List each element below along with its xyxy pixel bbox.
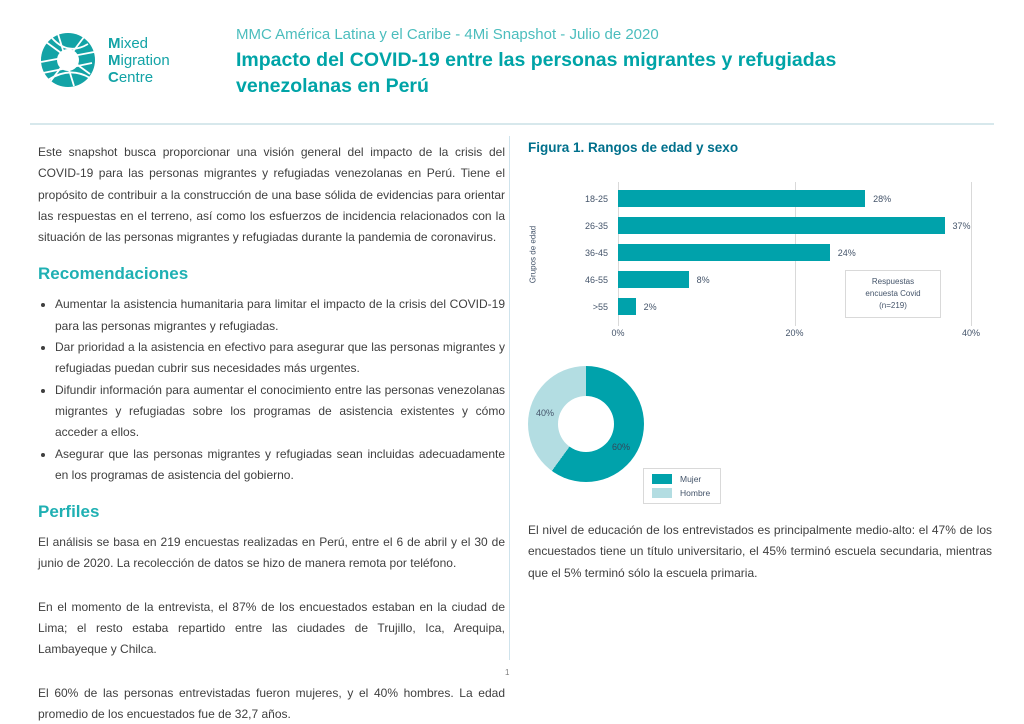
donut-hole <box>558 396 614 452</box>
bar-plot: 0% 20% 40% 28% 37% 24% 8% 2% <box>611 170 980 348</box>
gridline <box>971 182 972 326</box>
bar->55 <box>618 298 636 315</box>
x-axis-tick-label: 40% <box>961 328 981 338</box>
globe-logo-icon <box>40 33 95 87</box>
profiles-paragraph: El 60% de las personas entrevistadas fue… <box>38 685 505 721</box>
figure-title: Figura 1. Rangos de edad y sexo <box>528 140 739 155</box>
page-number: 1 <box>505 668 510 677</box>
spacer <box>38 671 505 683</box>
bar-category-label: 26-35 <box>584 221 608 231</box>
bar-category-label: >55 <box>592 302 608 312</box>
logo-line-bold: C <box>108 68 119 86</box>
bar-value-label: 8% <box>696 275 710 285</box>
x-axis-tick-label: 20% <box>785 328 804 338</box>
bar-36-45 <box>618 244 830 261</box>
recommendation-item: Asegurar que las personas migrantes y re… <box>55 444 505 487</box>
bar-46-55 <box>618 271 689 288</box>
legend-row-hombre: Hombre <box>652 488 710 498</box>
header: Mixed Migration Centre MMC América Latin… <box>38 26 994 118</box>
donut-inner-label: 60% <box>612 442 631 452</box>
recommendation-item: Aumentar la asistencia humanitaria para … <box>55 294 505 337</box>
donut-ring <box>528 366 644 482</box>
recommendation-item: Dar prioridad a la asistencia en efectiv… <box>55 337 505 380</box>
profiles-paragraph: En el momento de la entrevista, el 87% d… <box>38 599 505 657</box>
bar-26-35 <box>618 217 945 234</box>
legend-swatch <box>652 488 672 498</box>
survey-note-line: (n=219) <box>879 301 907 310</box>
recommendation-item: Difundir información para aumentar el co… <box>55 380 505 444</box>
education-paragraph: El nivel de educación de los entrevistad… <box>528 523 992 580</box>
survey-note-box: Respuestas encuesta Covid (n=219) <box>845 270 941 318</box>
bar-category-label: 36-45 <box>584 248 608 258</box>
mmc-logo: Mixed Migration Centre <box>38 30 170 90</box>
legend-label: Hombre <box>680 488 711 498</box>
legend-row-mujer: Mujer <box>652 474 710 484</box>
bar-value-label: 2% <box>643 302 657 312</box>
logo-line-rest: entre <box>118 68 154 86</box>
bar-18-25 <box>618 190 866 207</box>
logo-line-rest: igration <box>120 51 170 69</box>
survey-note-line: encuesta Covid <box>865 289 921 298</box>
bar-category-label: 18-25 <box>584 194 608 204</box>
spacer <box>38 585 505 597</box>
age-sex-bar-chart: Grupos de edad 0% 20% 40% 28% 37% 24% 8% 2% Res… <box>528 170 996 348</box>
left-column: Este snapshot busca proporcionar una vis… <box>38 136 505 724</box>
survey-note-line: Respuestas <box>871 277 915 286</box>
logo-line-rest: ixed <box>120 34 149 52</box>
bar-value-label: 28% <box>873 194 892 204</box>
document-kicker: MMC América Latina y el Caribe - 4Mi Sna… <box>236 26 659 43</box>
document-title: Impacto del COVID-19 entre las personas … <box>236 49 837 97</box>
profiles-heading: Perfiles <box>38 502 100 522</box>
recommendations-list: Aumentar la asistencia humanitaria para … <box>38 294 505 486</box>
column-divider <box>509 136 510 660</box>
bar-value-label: 24% <box>837 248 856 258</box>
donut-legend: Mujer Hombre <box>643 468 722 504</box>
intro-paragraph: Este snapshot busca proporcionar una vis… <box>38 145 505 245</box>
logo-line-bold: M <box>108 51 121 69</box>
legend-label: Mujer <box>680 474 702 484</box>
recommendations-heading: Recomendaciones <box>38 264 189 284</box>
logo-wordmark: Mixed Migration Centre <box>108 35 170 86</box>
right-column: Figura 1. Rangos de edad y sexo Grupos d… <box>528 136 996 580</box>
bar-value-label: 37% <box>952 221 971 231</box>
donut-outer-label: 40% <box>536 408 555 418</box>
legend-swatch <box>652 474 672 484</box>
bar-category-label: 46-55 <box>584 275 608 285</box>
header-text: MMC América Latina y el Caribe - 4Mi Sna… <box>236 26 994 99</box>
x-axis-tick-label: 0% <box>611 328 625 338</box>
header-divider <box>30 123 994 125</box>
sex-donut-chart: 40% 60% Mujer Hombre <box>528 358 996 514</box>
profiles-paragraph: El análisis se basa en 219 encuestas rea… <box>38 535 505 571</box>
logo-line-bold: M <box>108 34 121 52</box>
